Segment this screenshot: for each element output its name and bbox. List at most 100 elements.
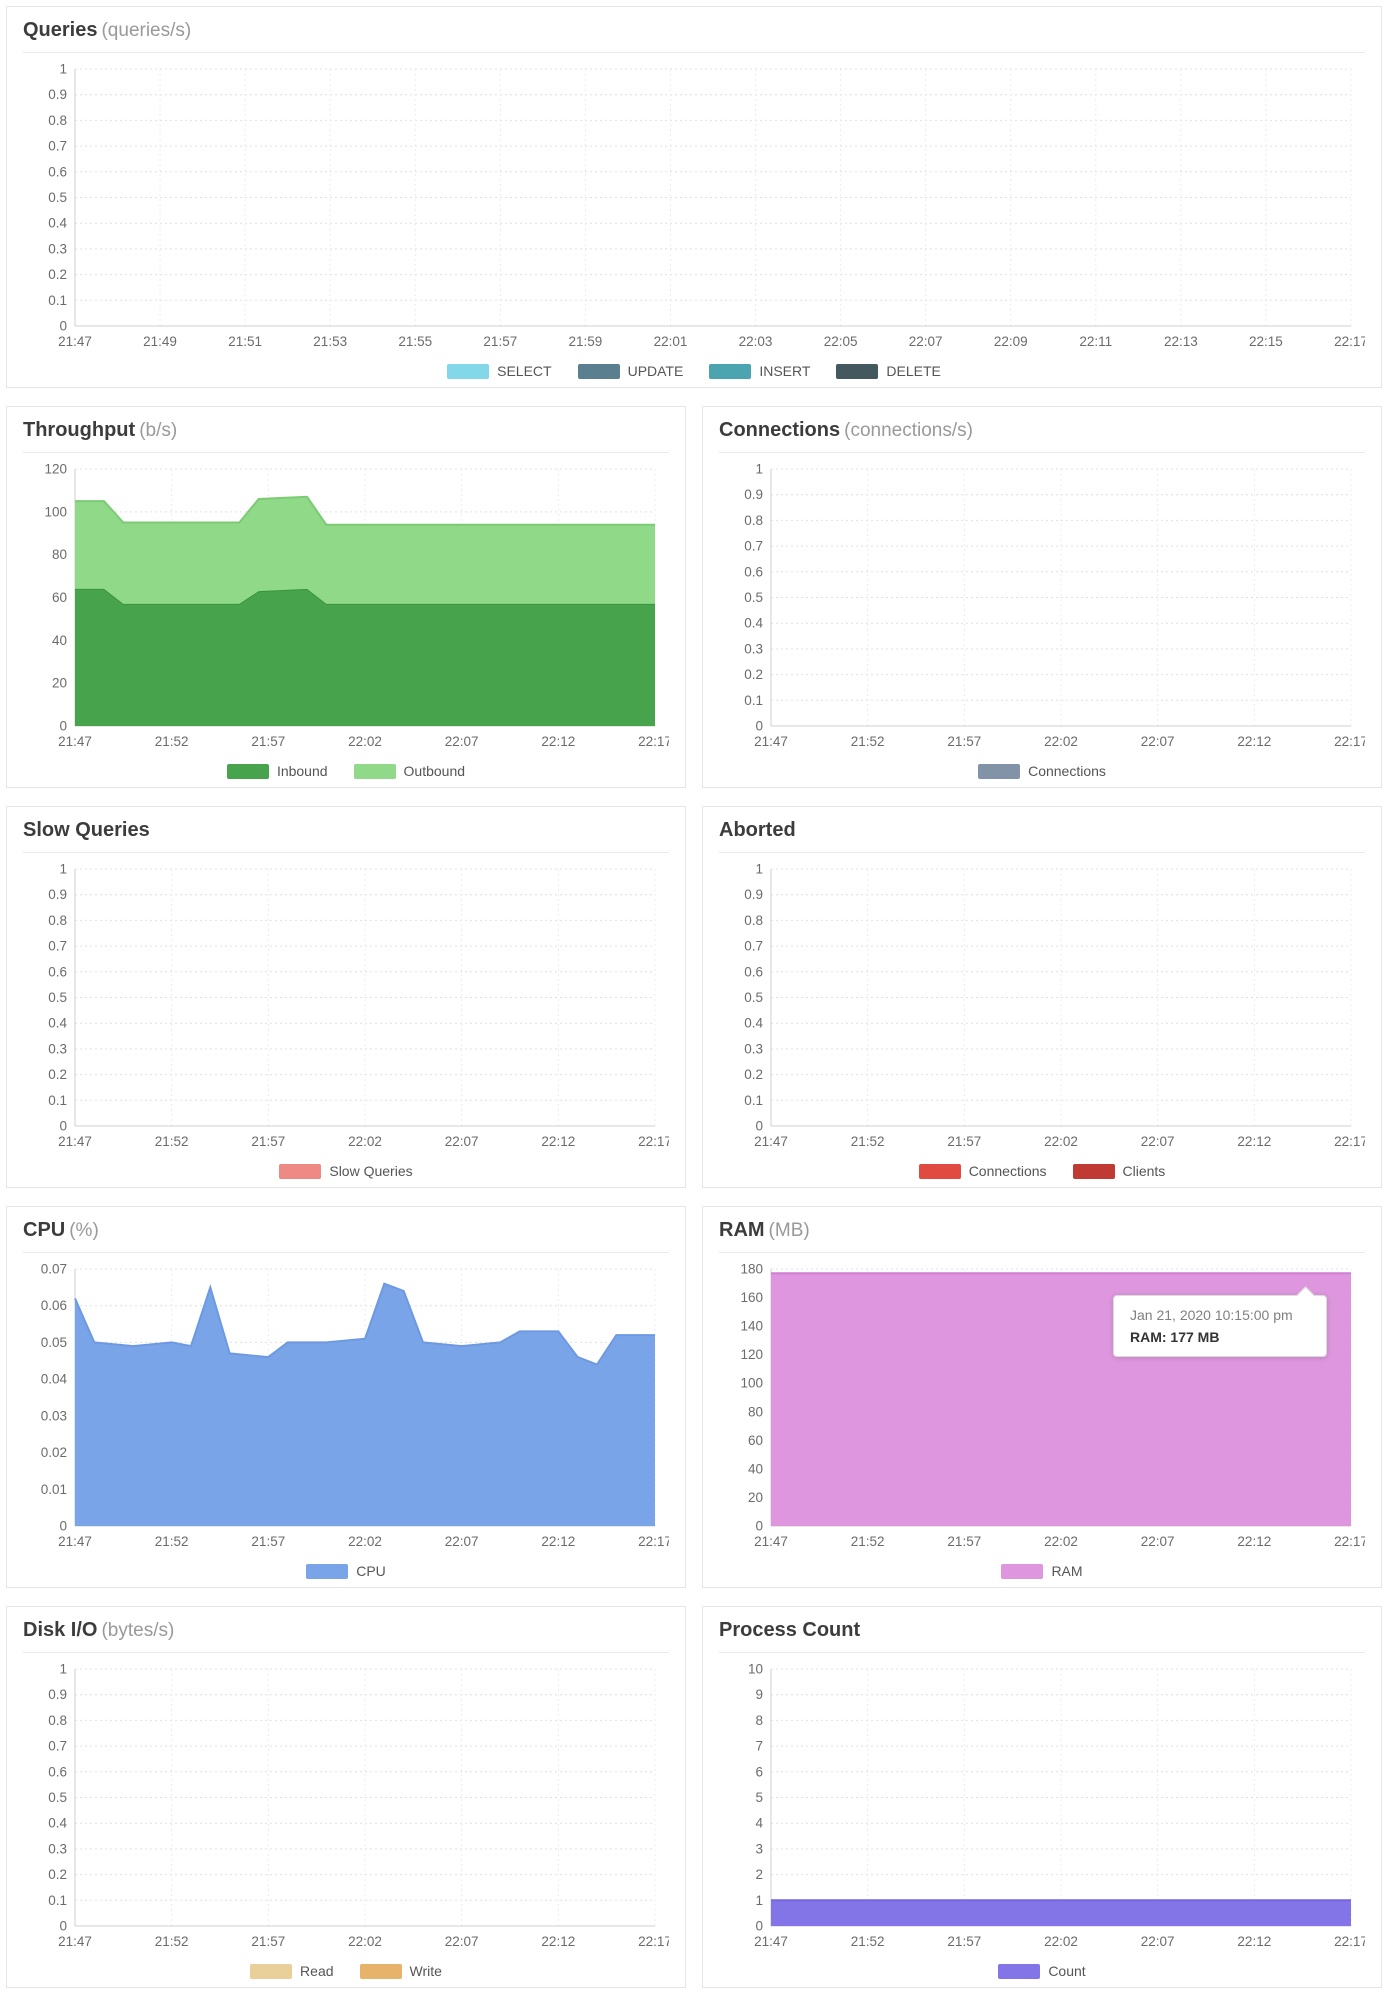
legend-label: Clients (1122, 1163, 1166, 1179)
legend-item-cpu[interactable]: CPU (306, 1563, 386, 1579)
gridlines (74, 1668, 656, 1927)
svg-text:22:07: 22:07 (1141, 1934, 1175, 1949)
chart-svg-throughput: 120 100 80 60 40 20 021:47 21:52 21:57 22:02 22:07… (44, 462, 671, 750)
svg-text:10: 10 (748, 1662, 763, 1677)
axis-labels: 1 0.9 0.8 0.7 0.6 0.5 0.4 0.3 0.2 0.1 021:47 21:49 2… (48, 62, 1368, 350)
axis-labels: 1 0.9 0.8 0.7 0.6 0.5 0.4 0.3 0.2 0.1 021:47 21:52 2… (744, 862, 1368, 1150)
chart-unit: (%) (69, 1220, 99, 1241)
panel-connections: Connections (connections/s) 1 0.9 0.8 0.7 0.6… (702, 406, 1382, 788)
svg-text:1: 1 (59, 62, 67, 77)
svg-text:22:02: 22:02 (348, 1534, 382, 1549)
legend-item-clients[interactable]: Clients (1072, 1163, 1166, 1179)
process-count-chart[interactable]: 10 9 8 7 6 5 4 3 2 1 0 21:47 21:52 21:57 22:02 22:07 22:… (719, 1661, 1368, 1980)
legend-item-write[interactable]: Write (359, 1963, 442, 1979)
svg-text:22:15: 22:15 (1249, 334, 1283, 349)
svg-text:8: 8 (755, 1713, 763, 1728)
svg-text:0.5: 0.5 (48, 1790, 67, 1805)
svg-text:0.03: 0.03 (41, 1408, 67, 1423)
panel-header: Throughput (b/s) (23, 419, 669, 453)
axis-labels: 0.07 0.06 0.05 0.04 0.03 0.02 0.01 021:47 21:52 2… (41, 1262, 672, 1550)
legend-item-count[interactable]: Count (998, 1963, 1086, 1979)
ram-chart[interactable]: 180 160 140 120 100 80 60 40 20 0 21:47 21:52 21:57 2… (719, 1261, 1367, 1580)
svg-text:22:09: 22:09 (994, 334, 1028, 349)
svg-text:21:57: 21:57 (251, 1134, 285, 1149)
panel-header: Aborted (719, 819, 1365, 853)
gridlines (74, 68, 1352, 327)
svg-text:0.07: 0.07 (41, 1262, 67, 1277)
legend-item-connections[interactable]: Connections (918, 1163, 1047, 1179)
legend-label: Write (409, 1963, 442, 1979)
svg-text:0.8: 0.8 (744, 513, 763, 528)
throughput-chart[interactable]: 120 100 80 60 40 20 0 21:47 21:52 21:57 22:02 22:07… (23, 461, 671, 780)
legend-swatch (978, 763, 1021, 779)
legend-label: SELECT (497, 363, 552, 379)
svg-text:1: 1 (755, 462, 763, 477)
legend-item-update[interactable]: UPDATE (577, 363, 683, 379)
svg-text:22:07: 22:07 (445, 1934, 479, 1949)
gridlines (770, 468, 1352, 727)
svg-text:0.5: 0.5 (744, 590, 763, 605)
connections-chart[interactable]: 1 0.9 0.8 0.7 0.6 0.5 0.4 0.3 0.2 0.1 0 21:47 21:52 2… (719, 461, 1368, 780)
svg-text:22:07: 22:07 (445, 1534, 479, 1549)
panel-header: Slow Queries (23, 819, 669, 853)
svg-text:21:57: 21:57 (483, 334, 517, 349)
slow-queries-chart[interactable]: 1 0.9 0.8 0.7 0.6 0.5 0.4 0.3 0.2 0.1 0 21:47 21:52 2… (23, 861, 672, 1180)
svg-text:0.4: 0.4 (744, 1016, 763, 1031)
svg-text:21:59: 21:59 (569, 334, 603, 349)
legend-item-inbound[interactable]: Inbound (226, 763, 328, 779)
legend-swatch (918, 1163, 961, 1179)
svg-text:22:02: 22:02 (348, 1134, 382, 1149)
svg-text:0.5: 0.5 (744, 990, 763, 1005)
gridlines (74, 868, 656, 1127)
svg-text:0.7: 0.7 (744, 539, 763, 554)
svg-text:0.2: 0.2 (744, 667, 763, 682)
legend-item-slow-queries[interactable]: Slow Queries (279, 1163, 413, 1179)
svg-text:7: 7 (755, 1739, 763, 1754)
svg-text:22:07: 22:07 (445, 734, 479, 749)
legend-item-select[interactable]: SELECT (447, 363, 552, 379)
queries-chart[interactable]: 1 0.9 0.8 0.7 0.6 0.5 0.4 0.3 0.2 0.1 0 21:47 21:49 2… (23, 61, 1368, 380)
legend-item-delete[interactable]: DELETE (836, 363, 941, 379)
svg-text:1: 1 (755, 1893, 763, 1908)
chart-legend: RAM (719, 1563, 1365, 1579)
svg-text:22:12: 22:12 (541, 1134, 575, 1149)
svg-text:21:47: 21:47 (754, 1534, 788, 1549)
svg-text:21:47: 21:47 (58, 334, 92, 349)
legend-item-ram[interactable]: RAM (1001, 1563, 1083, 1579)
panel-header: CPU (%) (23, 1219, 669, 1253)
chart-legend: Inbound Outbound (23, 763, 669, 779)
svg-text:0.8: 0.8 (48, 113, 67, 128)
legend-item-connections[interactable]: Connections (978, 763, 1106, 779)
svg-text:0.7: 0.7 (744, 939, 763, 954)
chart-legend: Slow Queries (23, 1163, 669, 1179)
panel-disk-io: Disk I/O (bytes/s) 1 0.9 0.8 0.7 0.6 0.5 0.4 0.3… (6, 1606, 686, 1988)
svg-text:160: 160 (740, 1290, 763, 1305)
svg-text:22:07: 22:07 (1141, 1534, 1175, 1549)
svg-text:0.5: 0.5 (48, 190, 67, 205)
svg-text:22:12: 22:12 (1237, 1934, 1271, 1949)
chart-title: Queries (23, 19, 98, 41)
legend-item-read[interactable]: Read (250, 1963, 334, 1979)
svg-text:21:55: 21:55 (398, 334, 432, 349)
svg-text:0.1: 0.1 (48, 1093, 67, 1108)
svg-text:22:17: 22:17 (638, 1534, 669, 1549)
legend-label: Connections (1028, 763, 1106, 779)
svg-text:0.5: 0.5 (48, 990, 67, 1005)
legend-item-outbound[interactable]: Outbound (353, 763, 465, 779)
svg-text:2: 2 (755, 1867, 763, 1882)
cpu-chart[interactable]: 0.07 0.06 0.05 0.04 0.03 0.02 0.01 0 21:47 21:52 2… (23, 1261, 672, 1580)
svg-text:22:17: 22:17 (1334, 1134, 1365, 1149)
svg-text:40: 40 (52, 633, 67, 648)
svg-text:120: 120 (44, 462, 67, 477)
svg-text:0.6: 0.6 (744, 964, 763, 979)
disk-io-chart[interactable]: 1 0.9 0.8 0.7 0.6 0.5 0.4 0.3 0.2 0.1 0 21:47 21:52 2… (23, 1661, 672, 1980)
svg-text:21:47: 21:47 (58, 1534, 92, 1549)
svg-text:20: 20 (748, 1490, 763, 1505)
aborted-chart[interactable]: 1 0.9 0.8 0.7 0.6 0.5 0.4 0.3 0.2 0.1 0 21:47 21:52 2… (719, 861, 1368, 1180)
svg-text:22:03: 22:03 (739, 334, 773, 349)
legend-item-insert[interactable]: INSERT (709, 363, 810, 379)
panel-process-count: Process Count 10 9 8 7 6 5 4 3 2 1 0 21:47 21:52 21:5… (702, 1606, 1382, 1988)
panel-throughput: Throughput (b/s) 120 100 80 60 40 20 0 21:47 21:5… (6, 406, 686, 788)
svg-text:21:52: 21:52 (155, 734, 189, 749)
legend-label: CPU (356, 1563, 386, 1579)
